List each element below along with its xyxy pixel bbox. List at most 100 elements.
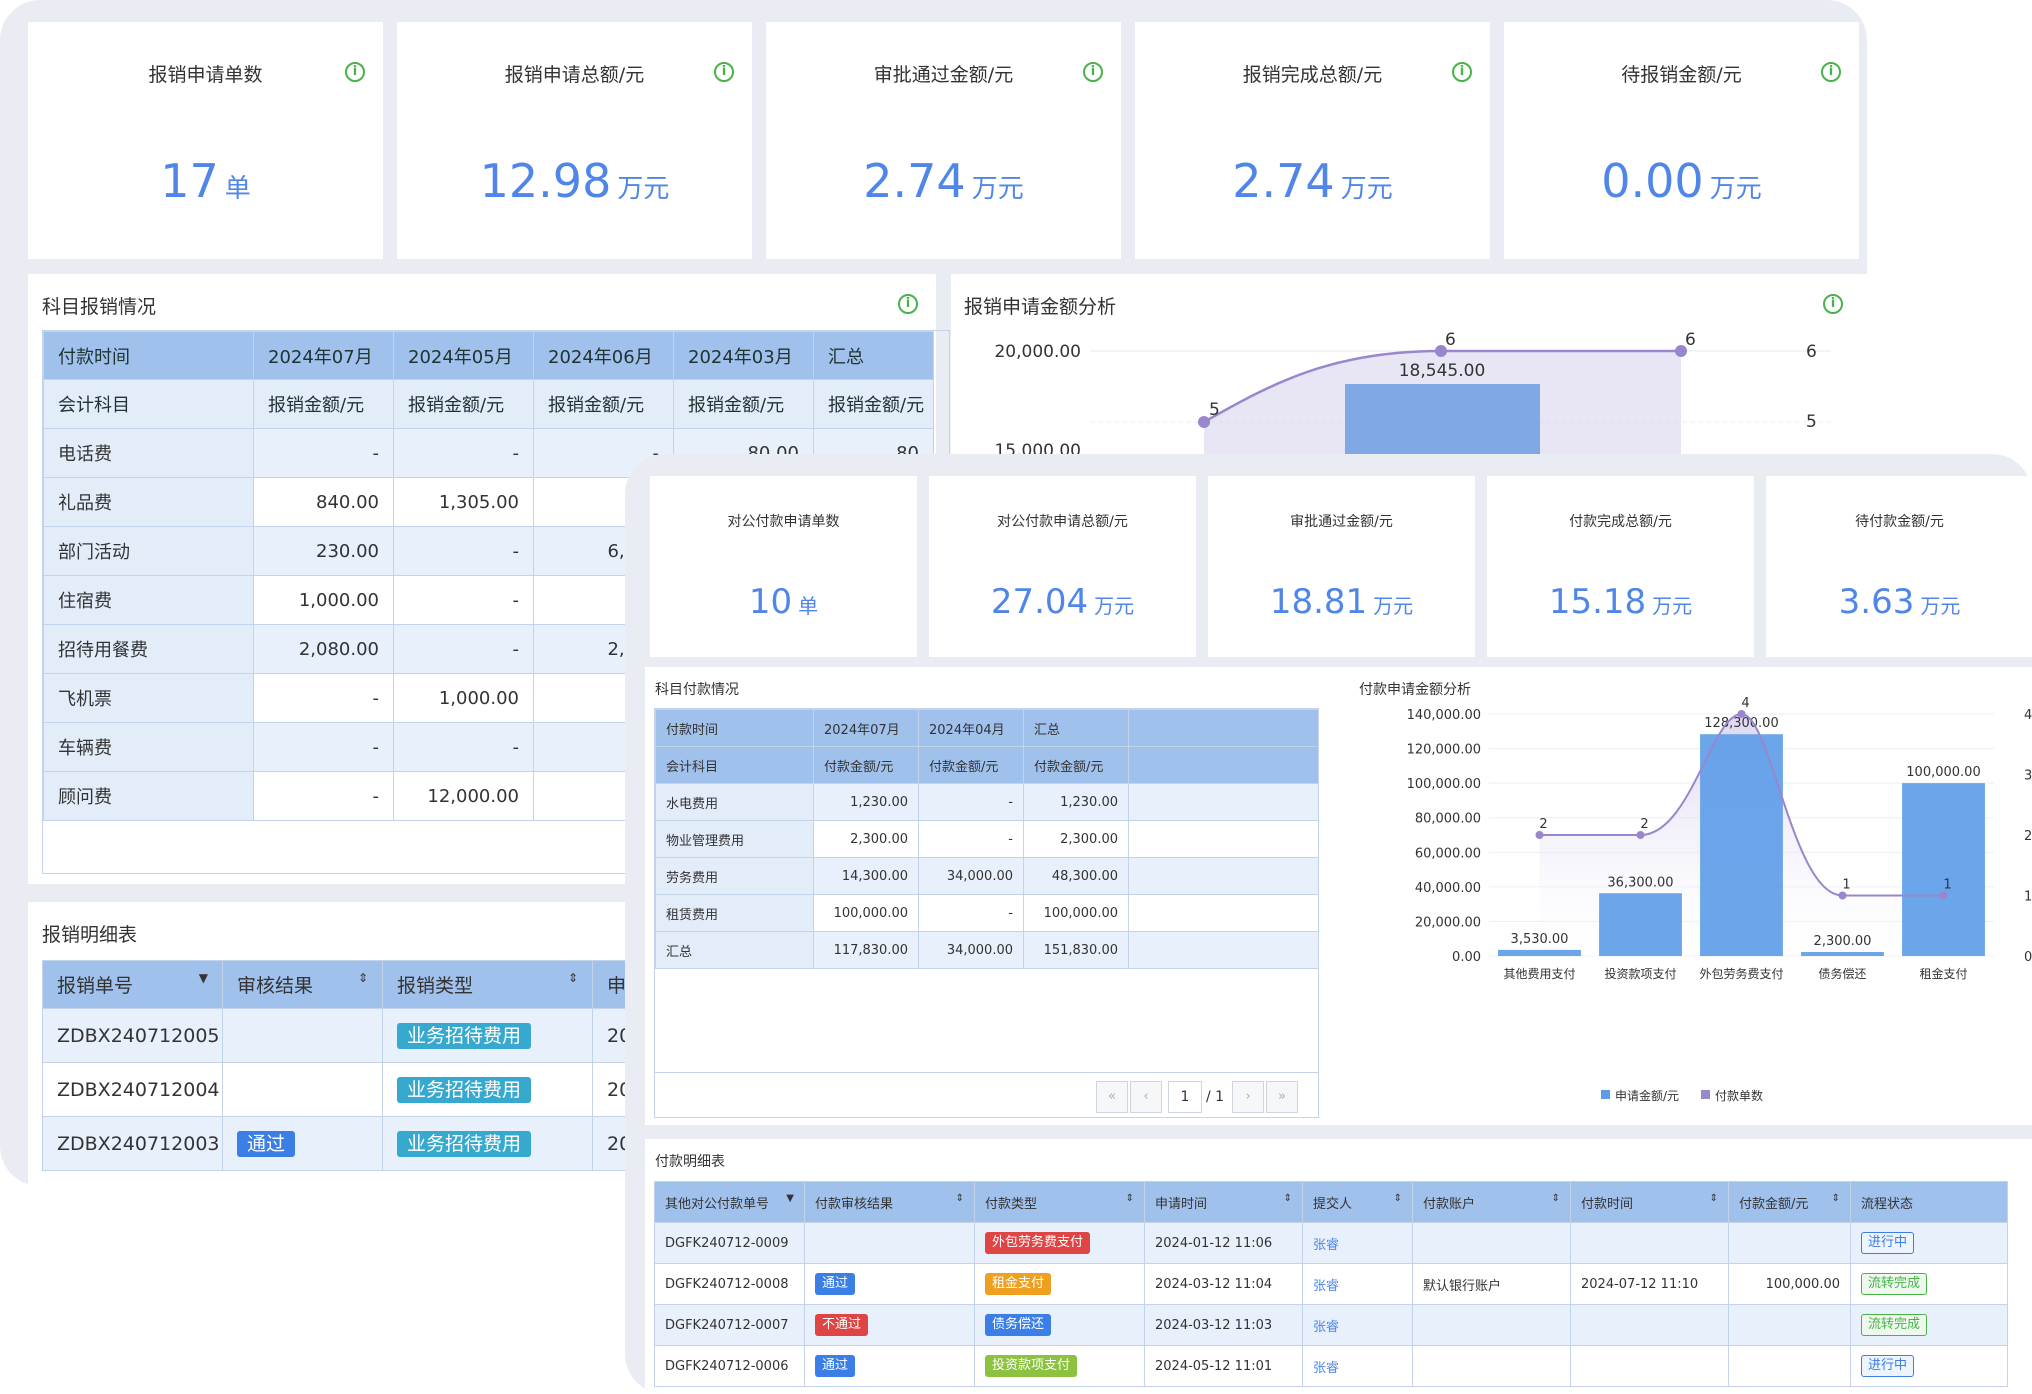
header-cell[interactable]: 会计科目	[655, 746, 814, 784]
table-row[interactable]: DGFK240712-0009 外包劳务费支付 2024-01-12 11:06 张睿…	[654, 1222, 2008, 1264]
submitter-link[interactable]: 张睿	[1313, 1319, 1340, 1335]
header-label: 报销单号	[57, 975, 134, 997]
info-icon[interactable]: i	[1452, 62, 1472, 82]
header-cell[interactable]: 申请时间 ⇕	[1144, 1181, 1303, 1223]
table-row[interactable]: DGFK240712-0006 通过 投资款项支付 2024-05-12 11:01 张…	[654, 1345, 2008, 1387]
bar[interactable]	[1700, 734, 1783, 956]
pay-time	[1570, 1304, 1729, 1346]
submitter[interactable]: 张睿	[1302, 1304, 1413, 1346]
next-page-button[interactable]: ›	[1232, 1081, 1265, 1113]
header-cell[interactable]: 报销金额/元	[393, 379, 534, 429]
header-cell[interactable]: 2024年03月	[673, 331, 814, 380]
header-cell[interactable]: 汇总	[813, 331, 934, 380]
info-icon[interactable]: i	[1823, 294, 1843, 314]
line-point[interactable]	[1737, 710, 1746, 718]
bar[interactable]	[1498, 949, 1581, 956]
header-cell[interactable]: 付款类型 ⇕	[974, 1181, 1145, 1223]
submitter[interactable]: 张睿	[1302, 1345, 1413, 1387]
bar[interactable]	[1599, 893, 1682, 956]
legend-label[interactable]: 付款单数	[1715, 1088, 1763, 1103]
bar[interactable]	[1801, 952, 1884, 956]
y2-tick: 5	[1806, 412, 1817, 432]
info-icon[interactable]: i	[345, 62, 365, 82]
header-cell[interactable]: 报销单号 ▼	[42, 960, 223, 1009]
sort-icon[interactable]: ⇕	[955, 1192, 964, 1204]
sort-icon[interactable]: ⇕	[1283, 1192, 1292, 1204]
last-page-button[interactable]: »	[1266, 1081, 1299, 1113]
info-icon[interactable]: i	[714, 62, 734, 82]
prev-page-button[interactable]: ‹	[1130, 1081, 1162, 1113]
pagination: « ‹ 1 / 1 › »	[1096, 1081, 1300, 1113]
line-point[interactable]	[1838, 891, 1847, 900]
header-cell[interactable]: 提交人 ⇕	[1302, 1181, 1413, 1223]
table-row[interactable]: 水电费用 1,230.00-1,230.00	[655, 783, 1319, 821]
sort-icon[interactable]: ⇕	[1831, 1192, 1840, 1204]
payment-subject-table-wrap[interactable]: 付款时间 2024年07月 2024年04月 汇总 会计科目 付款金额/元 付款金额/元 付款…	[654, 708, 1319, 1118]
result-cell: 不通过	[804, 1304, 975, 1346]
header-cell[interactable]: 付款时间 ⇕	[1570, 1181, 1729, 1223]
header-cell[interactable]: 报销类型 ⇕	[382, 960, 593, 1009]
header-cell[interactable]: 付款金额/元	[918, 746, 1024, 784]
table-row[interactable]: DGFK240712-0008 通过 租金支付 2024-03-12 11:04 张睿 默…	[654, 1263, 2008, 1305]
kpi-card: 付款完成总额/元 15.18 万元	[1487, 476, 1754, 657]
header-cell[interactable]: 付款时间	[43, 331, 254, 380]
sort-icon[interactable]: ⇕	[1125, 1192, 1134, 1204]
header-cell[interactable]: 付款账户 ⇕	[1412, 1181, 1571, 1223]
header-cell[interactable]: 2024年06月	[533, 331, 674, 380]
header-cell[interactable]: 付款金额/元	[813, 746, 919, 784]
header-cell[interactable]: 2024年07月	[253, 331, 394, 380]
submitter-link[interactable]: 张睿	[1313, 1237, 1340, 1253]
line-point[interactable]	[1636, 831, 1645, 839]
submitter[interactable]: 张睿	[1302, 1222, 1413, 1264]
sort-icon[interactable]: ⇕	[1709, 1192, 1718, 1204]
info-icon[interactable]: i	[898, 294, 918, 314]
bar[interactable]	[1902, 783, 1985, 956]
table-row[interactable]: DGFK240712-0007 不通过 债务偿还 2024-03-12 11:03 张睿…	[654, 1304, 2008, 1346]
header-cell[interactable]: 付款时间	[655, 709, 814, 747]
line-point[interactable]	[1535, 831, 1544, 839]
header-cell[interactable]: 2024年05月	[393, 331, 534, 380]
table-cell: -	[253, 428, 394, 478]
header-cell[interactable]: 2024年04月	[918, 709, 1024, 747]
row-label: 顾问费	[43, 771, 254, 821]
header-cell[interactable]: 报销金额/元	[253, 379, 394, 429]
submitter[interactable]: 张睿	[1302, 1263, 1413, 1305]
table-cell: 230.00	[253, 526, 394, 576]
header-cell[interactable]: 报销金额/元	[673, 379, 814, 429]
caret-down-icon[interactable]: ▼	[198, 971, 208, 985]
row-label: 物业管理费用	[655, 820, 814, 858]
header-cell[interactable]: 付款金额/元 ⇕	[1728, 1181, 1851, 1223]
table-row[interactable]: 劳务费用 14,300.00 34,000.00 48,300.00	[655, 857, 1319, 895]
line-point[interactable]	[1939, 891, 1948, 900]
header-cell[interactable]: 会计科目	[43, 379, 254, 429]
table-row[interactable]: 租赁费用 100,000.00-100,000.00	[655, 894, 1319, 932]
table-cell: 151,830.00	[1023, 931, 1129, 969]
header-cell[interactable]: 其他对公付款单号 ▼	[654, 1181, 805, 1223]
header-label: 其他对公付款单号	[665, 1196, 770, 1212]
header-cell[interactable]: 审核结果 ⇕	[222, 960, 383, 1009]
header-cell[interactable]: 流程状态	[1850, 1181, 2008, 1223]
submitter-link[interactable]: 张睿	[1313, 1278, 1340, 1294]
header-cell[interactable]: 付款审核结果 ⇕	[804, 1181, 975, 1223]
sort-icon[interactable]: ⇕	[1551, 1192, 1560, 1204]
sort-icon[interactable]: ⇕	[1393, 1192, 1402, 1204]
legend-label[interactable]: 申请金额/元	[1615, 1088, 1679, 1103]
pay-time	[1570, 1345, 1729, 1387]
header-cell[interactable]: 汇总	[1023, 709, 1129, 747]
page-input[interactable]: 1	[1168, 1081, 1202, 1113]
header-cell[interactable]: 报销金额/元	[533, 379, 674, 429]
sort-icon[interactable]: ⇕	[567, 971, 578, 985]
table-row[interactable]: 汇总 117,830.00 34,000.00 151,830.00	[655, 931, 1319, 969]
table-cell: 2,300.00	[1023, 820, 1129, 858]
account	[1412, 1345, 1571, 1387]
header-cell[interactable]: 付款金额/元	[1023, 746, 1129, 784]
info-icon[interactable]: i	[1821, 62, 1841, 82]
first-page-button[interactable]: «	[1096, 1081, 1128, 1113]
header-cell[interactable]: 报销金额/元	[813, 379, 934, 429]
caret-down-icon[interactable]: ▼	[786, 1192, 794, 1204]
info-icon[interactable]: i	[1083, 62, 1103, 82]
sort-icon[interactable]: ⇕	[357, 971, 368, 985]
table-row[interactable]: 物业管理费用 2,300.00-2,300.00	[655, 820, 1319, 858]
header-cell[interactable]: 2024年07月	[813, 709, 919, 747]
submitter-link[interactable]: 张睿	[1313, 1360, 1340, 1376]
